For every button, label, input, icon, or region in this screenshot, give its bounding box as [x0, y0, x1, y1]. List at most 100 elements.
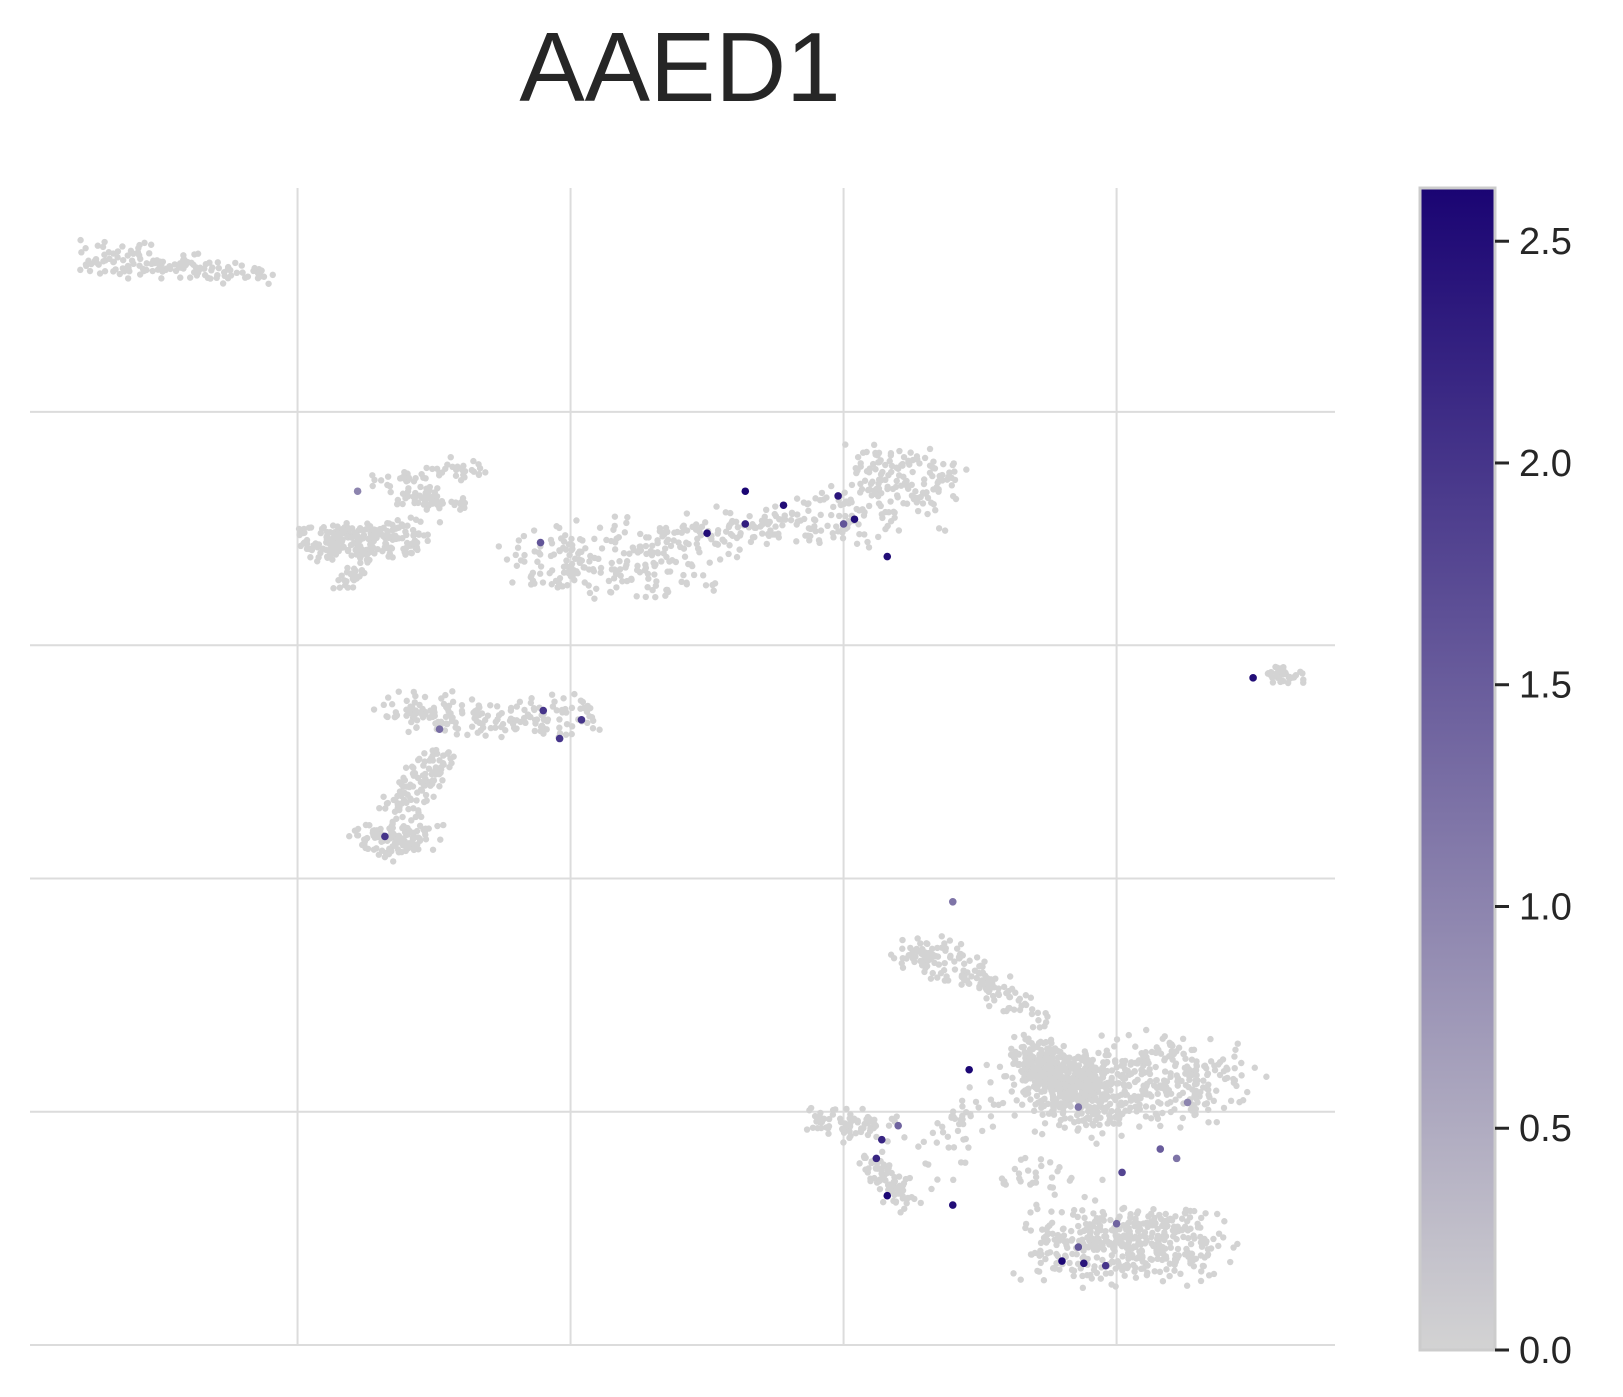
point-c10 — [1089, 1110, 1096, 1118]
point-c11 — [1066, 1259, 1073, 1267]
point-c11 — [1048, 1219, 1056, 1226]
point-c10 — [1183, 1063, 1191, 1070]
point-c8 — [513, 717, 520, 724]
point-expressing — [577, 716, 586, 724]
point-c13 — [939, 1123, 946, 1131]
point-c4 — [317, 549, 324, 557]
point-c11 — [1197, 1233, 1204, 1241]
point-c5 — [734, 524, 742, 531]
point-c11 — [1063, 1238, 1071, 1245]
point-c10 — [1193, 1071, 1200, 1079]
point-c9 — [927, 975, 935, 982]
point-expressing — [1172, 1154, 1181, 1163]
point-c8 — [415, 756, 422, 764]
point-c5 — [893, 492, 901, 499]
point-c5 — [909, 468, 916, 476]
point-c10 — [1107, 1081, 1114, 1088]
point-c13 — [1001, 1178, 1008, 1185]
point-c1 — [269, 271, 276, 279]
point-c13 — [958, 1097, 966, 1104]
point-c8 — [493, 703, 501, 710]
point-c1 — [214, 259, 222, 266]
point-c1 — [244, 273, 252, 280]
point-c10 — [1102, 1089, 1110, 1096]
point-c5 — [914, 507, 922, 515]
point-c5 — [804, 500, 811, 508]
point-c8 — [381, 853, 389, 861]
point-c10 — [1039, 1111, 1046, 1118]
point-c11 — [1163, 1266, 1170, 1273]
point-c12 — [866, 1115, 873, 1123]
point-c9 — [1027, 994, 1035, 1001]
point-c11 — [1156, 1268, 1164, 1276]
point-c8 — [419, 714, 427, 721]
point-c8 — [487, 702, 494, 709]
point-c9 — [929, 969, 936, 977]
point-c8 — [440, 821, 447, 829]
colorbar-tick-label: 1.0 — [1519, 886, 1572, 928]
point-c8 — [380, 793, 387, 800]
point-c11 — [1091, 1218, 1099, 1225]
point-c11 — [1122, 1226, 1130, 1233]
point-c10 — [987, 1096, 995, 1103]
point-c11 — [1074, 1260, 1082, 1268]
point-expressing — [965, 1065, 973, 1074]
point-c13 — [933, 1139, 941, 1146]
point-c1 — [141, 239, 148, 247]
point-c10 — [1072, 1094, 1079, 1101]
point-c6 — [617, 572, 624, 579]
point-c10 — [1232, 1046, 1239, 1053]
point-c4 — [303, 540, 311, 548]
point-c5 — [935, 525, 943, 532]
point-c5 — [864, 538, 871, 546]
point-c5 — [772, 503, 779, 510]
point-c10 — [1061, 1065, 1069, 1072]
point-c4 — [340, 544, 347, 551]
point-c5 — [598, 545, 606, 552]
point-c10 — [1142, 1113, 1150, 1120]
point-c11 — [1099, 1256, 1106, 1264]
point-c5 — [875, 500, 883, 507]
point-c10 — [1095, 1049, 1102, 1057]
point-c8 — [400, 796, 408, 804]
point-c12 — [896, 1182, 903, 1190]
point-c2 — [482, 469, 489, 476]
point-c13 — [1033, 1201, 1040, 1209]
point-c2 — [442, 465, 449, 472]
point-c11 — [1010, 1270, 1017, 1277]
point-c3 — [357, 559, 364, 567]
point-c8 — [429, 713, 436, 721]
point-c5 — [569, 545, 576, 553]
point-c4 — [317, 529, 324, 537]
point-c12 — [829, 1111, 837, 1118]
point-c11 — [1166, 1260, 1174, 1267]
point-c10 — [1167, 1090, 1175, 1097]
point-c6 — [651, 571, 658, 578]
point-c1 — [78, 249, 85, 256]
point-c10 — [1030, 1107, 1038, 1115]
point-c5 — [906, 461, 913, 468]
point-c13 — [1051, 1191, 1058, 1198]
point-c4 — [301, 529, 308, 536]
point-c5 — [875, 480, 882, 487]
point-c12 — [818, 1116, 825, 1124]
point-c9 — [943, 976, 950, 983]
point-c10 — [1010, 1053, 1018, 1061]
point-c9 — [973, 954, 981, 961]
point-c10 — [1054, 1054, 1062, 1061]
point-c10 — [1075, 1053, 1082, 1060]
point-c11 — [1148, 1240, 1155, 1247]
point-c5 — [513, 562, 521, 569]
point-c5 — [865, 469, 873, 476]
point-c10 — [1026, 1050, 1034, 1058]
point-c11 — [1040, 1277, 1048, 1284]
point-c1 — [177, 274, 184, 281]
point-c2 — [452, 472, 460, 479]
point-c3 — [349, 584, 357, 591]
point-c11 — [1108, 1252, 1115, 1259]
point-c8 — [475, 702, 482, 709]
point-c10 — [1204, 1070, 1212, 1077]
point-c8 — [543, 726, 550, 733]
point-c8 — [395, 688, 402, 695]
colorbar-tick-label: 0.5 — [1519, 1108, 1572, 1150]
